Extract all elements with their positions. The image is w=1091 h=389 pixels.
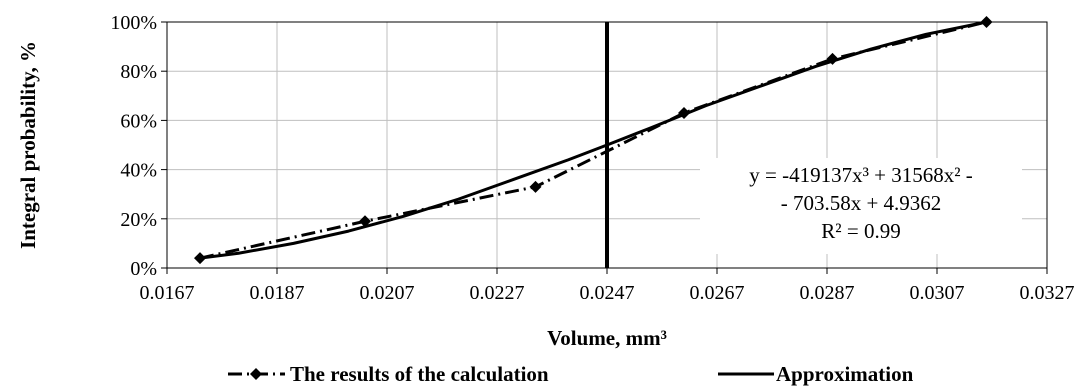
x-tick-label: 0.0207: [360, 282, 415, 304]
y-tick-label: 0%: [130, 258, 157, 280]
series-layer: [194, 16, 993, 265]
legend: The results of the calculation Approxima…: [228, 362, 914, 386]
x-tick-label: 0.0167: [140, 282, 195, 304]
x-tick-label: 0.0267: [690, 282, 745, 304]
legend-approx-label: Approximation: [776, 362, 914, 386]
y-tick-label: 40%: [120, 160, 157, 182]
calculation-point: [529, 180, 542, 193]
y-tick-label: 60%: [120, 110, 157, 132]
y-tick-label: 20%: [120, 209, 157, 231]
y-tick-labels: 0% 20% 40% 60% 80% 100%: [110, 12, 157, 280]
x-tick-label: 0.0307: [910, 282, 965, 304]
y-axis-title: Integral probability, %: [16, 41, 40, 249]
legend-calc-marker: [250, 368, 262, 380]
calculation-point: [678, 107, 690, 120]
y-tick-label: 80%: [120, 61, 157, 83]
tick-marks: [161, 21, 1048, 274]
x-tick-label: 0.0187: [250, 282, 305, 304]
calculation-point: [359, 215, 371, 228]
x-tick-label: 0.0327: [1020, 282, 1075, 304]
x-tick-label: 0.0227: [470, 282, 525, 304]
calculation-point: [826, 52, 839, 65]
x-tick-labels: 0.0167 0.0187 0.0207 0.0227 0.0247 0.0267 0.02…: [140, 282, 1075, 304]
x-tick-label: 0.0287: [800, 282, 855, 304]
equation-line-2: - 703.58x + 4.9362: [781, 191, 942, 215]
equation-line-1: y = -419137x³ + 31568x² -: [749, 163, 973, 187]
calculation-point: [980, 16, 993, 28]
calculation-point: [194, 252, 206, 265]
legend-calc-label: The results of the calculation: [290, 362, 549, 386]
calculation-line: [199, 20, 987, 260]
x-tick-label: 0.0247: [580, 282, 635, 304]
equation-line-3: R² = 0.99: [821, 219, 900, 243]
x-axis-title: Volume, mm³: [547, 326, 667, 350]
equation-box: [700, 158, 1022, 254]
y-tick-label: 100%: [110, 12, 157, 34]
